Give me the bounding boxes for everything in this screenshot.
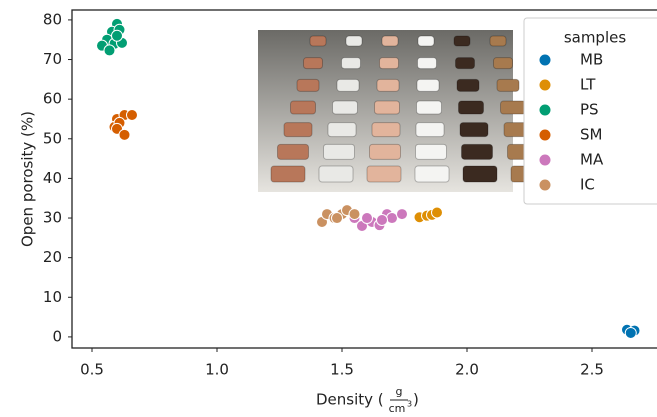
sample (417, 79, 439, 91)
point (625, 327, 636, 338)
legend-marker (539, 179, 551, 191)
sample (494, 58, 513, 69)
x-tick-label: 2.5 (580, 361, 604, 379)
legend-marker (539, 79, 551, 91)
x-tick-label: 0.5 (80, 361, 104, 379)
sample (346, 36, 362, 46)
y-tick-label: 80 (43, 10, 62, 28)
point (362, 213, 373, 224)
sample (337, 79, 359, 91)
sample (324, 144, 355, 159)
x-axis-label-close: ) (413, 391, 419, 409)
legend-marker (539, 129, 551, 141)
sample (501, 101, 526, 114)
legend-label: MB (580, 51, 603, 69)
sample (377, 79, 399, 91)
point (104, 45, 115, 56)
sample (297, 79, 319, 91)
point (112, 30, 123, 41)
legend-label: SM (580, 126, 602, 144)
sample (304, 58, 323, 69)
sample (310, 36, 326, 46)
legend-label: MA (580, 151, 604, 169)
y-tick-label: 20 (43, 248, 62, 266)
sample (417, 101, 442, 114)
legend-label: LT (580, 76, 596, 94)
x-axis-unit-exp: 3 (407, 400, 412, 409)
sample (456, 58, 475, 69)
x-axis-unit-num: g (396, 385, 403, 398)
y-axis-label: Open porosity (%) (19, 111, 37, 247)
legend-label: PS (580, 101, 599, 119)
sample (490, 36, 506, 46)
y-tick-label: 70 (43, 50, 62, 68)
y-tick-label: 50 (43, 129, 62, 147)
x-tick-label: 1.5 (330, 361, 354, 379)
legend-marker (539, 104, 551, 116)
point (397, 209, 408, 220)
sample (342, 58, 361, 69)
legend-marker (539, 54, 551, 66)
legend-title: samples (564, 29, 627, 47)
sample (454, 36, 470, 46)
chart: Open porosity (%) Density ( g cm 3 ) sam… (0, 0, 657, 417)
sample (460, 123, 488, 137)
sample (457, 79, 479, 91)
point (387, 213, 398, 224)
inset-photo (258, 30, 545, 192)
point (349, 209, 360, 220)
sample (416, 144, 447, 159)
y-tick-label: 0 (52, 327, 62, 345)
sample (333, 101, 358, 114)
x-axis-unit-den: cm (389, 402, 406, 415)
x-axis-label: Density ( (316, 391, 384, 409)
sample (463, 166, 497, 182)
sample (319, 166, 353, 182)
sample (370, 144, 401, 159)
point (119, 129, 130, 140)
sample (375, 101, 400, 114)
y-tick-label: 10 (43, 288, 62, 306)
point (332, 213, 343, 224)
x-tick-label: 1.0 (205, 361, 229, 379)
legend-marker (539, 154, 551, 166)
sample (367, 166, 401, 182)
sample (418, 58, 437, 69)
point (377, 215, 388, 226)
sample (372, 123, 400, 137)
legend-label: IC (580, 176, 595, 194)
sample (328, 123, 356, 137)
sample (459, 101, 484, 114)
y-tick-label: 40 (43, 169, 62, 187)
sample (380, 58, 399, 69)
y-tick-label: 30 (43, 209, 62, 227)
sample (284, 123, 312, 137)
sample (382, 36, 398, 46)
point (432, 207, 443, 218)
sample (416, 123, 444, 137)
sample (462, 144, 493, 159)
sample (415, 166, 449, 182)
y-tick-label: 60 (43, 90, 62, 108)
sample (291, 101, 316, 114)
x-tick-label: 2.0 (455, 361, 479, 379)
point (127, 110, 138, 121)
sample (278, 144, 309, 159)
sample (418, 36, 434, 46)
sample (271, 166, 305, 182)
sample (497, 79, 519, 91)
